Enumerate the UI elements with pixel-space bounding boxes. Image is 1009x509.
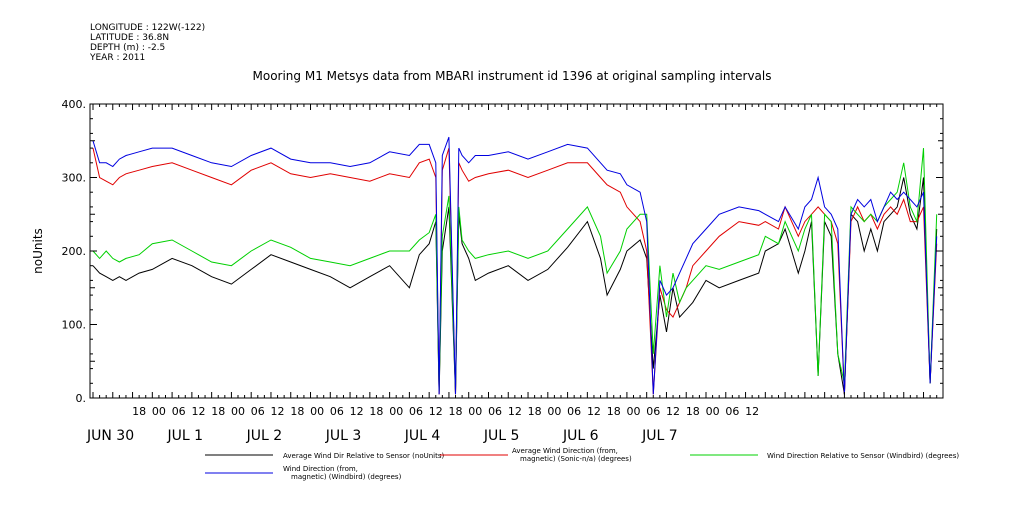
y-tick-label: 200. (62, 245, 87, 258)
x-tick-label: 18 (449, 405, 463, 418)
x-day-label: JUL 1 (167, 428, 204, 444)
x-day-label: JUL 7 (641, 428, 678, 444)
x-tick-label: 12 (350, 405, 364, 418)
year-text: YEAR : 2011 (89, 53, 145, 63)
x-tick-label: 18 (211, 405, 225, 418)
x-tick-label: 18 (607, 405, 621, 418)
series-line-3 (92, 148, 938, 391)
x-tick-label: 06 (251, 405, 265, 418)
x-tick-label: 00 (706, 405, 720, 418)
longitude-text: LONGITUDE : 122W(-122) (90, 23, 205, 33)
x-tick-label: 00 (389, 405, 403, 418)
x-tick-label: 06 (409, 405, 423, 418)
x-tick-label: 00 (547, 405, 561, 418)
metadata-block: LONGITUDE : 122W(-122) LATITUDE : 36.8N … (89, 23, 205, 63)
x-tick-label: 18 (528, 405, 542, 418)
x-tick-label: 18 (369, 405, 383, 418)
series-line-4 (92, 136, 938, 395)
x-tick-label: 06 (488, 405, 502, 418)
depth-text: DEPTH (m) : -2.5 (90, 43, 165, 53)
y-tick-label: 0. (76, 392, 87, 405)
legend-label-4: Wind Direction (from, magnetic) (Windbird… (283, 465, 402, 481)
x-tick-label: 06 (172, 405, 186, 418)
x-tick-label: 06 (567, 405, 581, 418)
chart-title: Mooring M1 Metsys data from MBARI instru… (253, 69, 772, 83)
x-tick-label: 18 (132, 405, 146, 418)
y-tick-label: 400. (62, 98, 87, 111)
y-tick-label: 300. (62, 172, 87, 185)
y-tick-label: 100. (62, 319, 87, 332)
x-tick-label: 06 (330, 405, 344, 418)
x-tick-label: 12 (666, 405, 680, 418)
y-axis-label: noUnits (31, 228, 45, 274)
series-line-1 (92, 177, 938, 395)
x-tick-label: 06 (646, 405, 660, 418)
series-lines (92, 136, 938, 395)
x-tick-label: 18 (290, 405, 304, 418)
x-tick-label: 00 (231, 405, 245, 418)
x-tick-label: 12 (745, 405, 759, 418)
x-tick-label: 06 (725, 405, 739, 418)
x-tick-label: 12 (429, 405, 443, 418)
latitude-text: LATITUDE : 36.8N (90, 33, 169, 43)
x-tick-label: 00 (310, 405, 324, 418)
x-tick-label: 12 (508, 405, 522, 418)
x-day-label: JUL 3 (325, 428, 362, 444)
x-day-label: JUN 30 (86, 428, 134, 444)
x-tick-label: 00 (626, 405, 640, 418)
x-tick-label: 18 (686, 405, 700, 418)
x-tick-label: 00 (152, 405, 166, 418)
x-day-label: JUL 4 (404, 428, 441, 444)
x-tick-label: 12 (271, 405, 285, 418)
legend-label-3: Wind Direction Relative to Sensor (Windb… (767, 452, 959, 460)
legend-label-1: Average Wind Dir Relative to Sensor (noU… (283, 452, 444, 460)
x-tick-label: 12 (191, 405, 205, 418)
x-day-label: JUL 5 (483, 428, 520, 444)
x-day-label: JUL 2 (246, 428, 283, 444)
legend-label-2: Average Wind Direction (from, magnetic) (… (512, 447, 632, 463)
x-day-label: JUL 6 (562, 428, 599, 444)
x-tick-label: 12 (587, 405, 601, 418)
axes: 0. 100. 200. 300. 400. 18 00 06 12 18 00 06 12 18 00 06… (62, 98, 943, 444)
x-tick-label: 00 (468, 405, 482, 418)
legend: Average Wind Dir Relative to Sensor (noU… (205, 447, 959, 481)
plot-frame (89, 103, 944, 399)
